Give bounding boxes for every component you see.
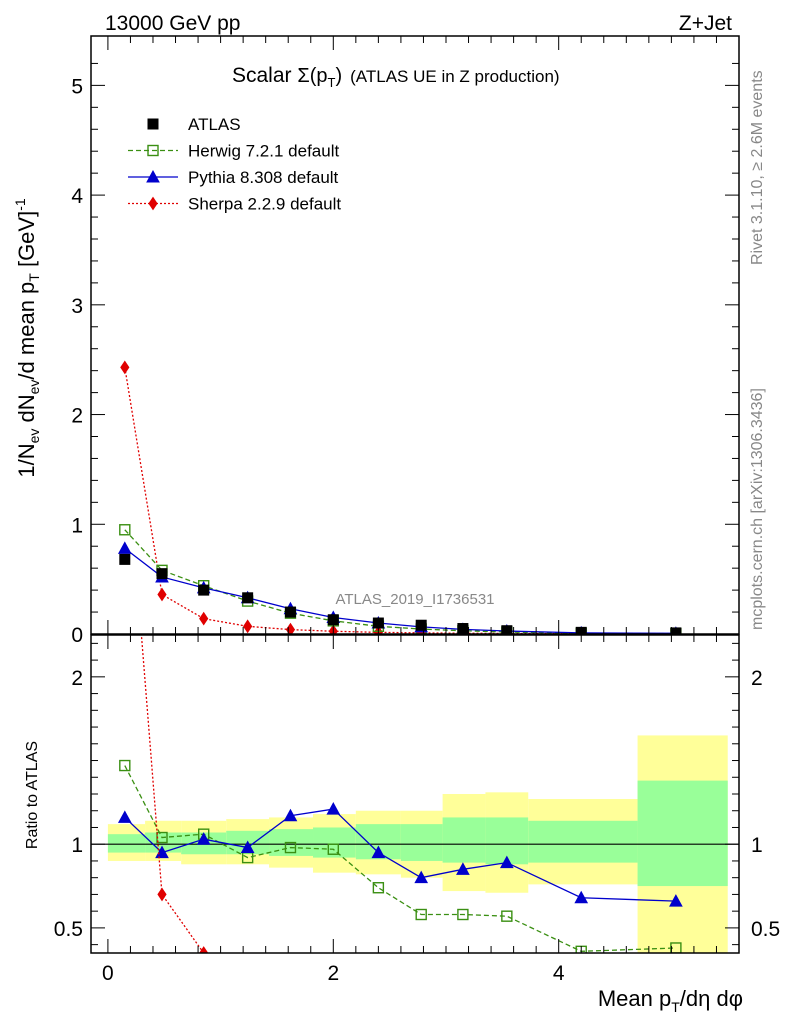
main-point-atlas [242,592,254,604]
main-point-atlas [119,553,131,565]
ratio-point-sherpa [121,420,129,432]
legend: ATLAS Herwig 7.2.1 default Pythia 8.308 de… [128,115,341,214]
legend-marker-atlas [147,118,159,130]
ratio-point-pythia [371,845,386,859]
legend-label-herwig: Herwig 7.2.1 default [188,142,339,161]
ratio-y-axis-label: Ratio to ATLAS [24,741,41,849]
legend-marker-pythia [146,169,160,183]
ratio-point-herwig [457,908,469,921]
ratio-point-herwig [372,882,385,894]
ratio-point-herwig [119,759,131,772]
title-close: ) [335,65,342,87]
band-green [400,824,443,861]
ratio-plot-area [91,420,739,953]
main-y-tick-label: 5 [71,75,83,98]
rivet-version-label: Rivet 3.1.10, ≥ 2.6M events [749,70,766,265]
ratio-y-tick-label-left: 2 [71,667,83,690]
legend-label-sherpa: Sherpa 2.2.9 default [188,195,341,214]
main-point-atlas [284,606,296,618]
ratio-point-pythia [283,808,298,822]
main-point-sherpa [157,587,167,602]
legend-marker-herwig [147,144,159,157]
title-scalar: Scalar [232,64,297,87]
main-point-atlas [156,568,168,580]
main-y-tick-label: 0 [71,624,83,647]
main-frame [90,35,740,635]
ratio-point-pythia [574,890,589,904]
ratio-point-pythia [240,840,255,854]
ratio-point-pythia [456,862,470,875]
ratio-point-herwig [415,908,427,921]
ratio-point-pythia [669,894,683,907]
ratio-y-tick-label-left: 0.5 [54,918,83,941]
title-sigma: Σ(p [297,65,327,87]
x-axis-label: Mean pT/dη dφ [598,986,743,1015]
ratio-point-herwig [501,910,513,922]
ratio-point-herwig [327,843,339,855]
ratio-line-sherpa [140,635,205,953]
analysis-watermark: ATLAS_2019_I1736531 [335,591,494,608]
x-tick-label: 2 [327,962,339,985]
main-point-sherpa [243,619,253,634]
ratio-point-pythia [196,832,211,845]
main-y-axis-label: 1/Nev dNev/d mean pT [GeV]-1 [12,198,42,478]
x-tick-label: 0 [102,962,114,985]
main-point-sherpa [199,611,209,626]
ratio-axes: 0 2 4 0.5 0.5 1 1 2 2 [54,634,780,985]
main-point-atlas [198,584,210,596]
header-process-label: Z+Jet [679,12,732,35]
ratio-point-pythia [414,870,429,884]
ratio-y-tick-label-left: 1 [71,834,83,857]
mcplots-label: mcplots.cern.ch [arXiv:1306.3436] [749,388,766,630]
x-tick-label: 4 [553,962,565,985]
main-y-tick-label: 2 [71,405,83,428]
ratio-point-sherpa [157,887,167,902]
main-point-atlas [457,623,469,634]
ratio-point-sherpa [199,946,209,953]
title-rest: (ATLAS UE in Z production) [350,67,559,86]
title-sub: T [328,75,336,90]
main-point-atlas [670,627,682,634]
band-green [313,827,356,858]
ratio-y-tick-label-right: 0.5 [751,918,780,941]
ratio-point-pythia [117,810,132,823]
main-point-atlas [372,617,384,629]
band-green [528,820,638,863]
main-y-tick-label: 4 [71,185,83,208]
ratio-y-tick-label-right: 2 [751,667,763,690]
legend-label-atlas: ATLAS [188,115,241,134]
main-axes: 0 1 2 3 4 5 [71,35,740,647]
ratio-point-pythia [326,802,341,815]
main-point-pythia [117,541,132,554]
ratio-point-pythia [500,855,514,869]
main-point-sherpa [120,360,130,375]
header-energy-label: 13000 GeV pp [105,12,240,35]
band-green [637,780,728,887]
ratio-line-pythia [124,808,676,902]
ratio-point-pythia [155,845,169,859]
main-y-tick-label: 3 [71,295,83,318]
main-plot-area [117,360,682,634]
main-line-herwig [124,529,676,634]
ratio-point-herwig [284,841,297,854]
legend-marker-sherpa [148,196,158,211]
chart-title: Scalar Σ(pT) (ATLAS UE in Z production) [232,64,560,90]
ratio-line-herwig [124,765,676,952]
band-green [107,834,146,853]
legend-label-pythia: Pythia 8.308 default [188,168,339,187]
main-point-atlas [415,619,427,631]
main-y-tick-label: 1 [71,514,83,537]
ratio-y-tick-label-right: 1 [751,834,763,857]
main-point-atlas [501,625,513,634]
main-point-herwig [119,524,131,536]
band-green [442,817,486,863]
main-line-pythia [124,547,676,634]
